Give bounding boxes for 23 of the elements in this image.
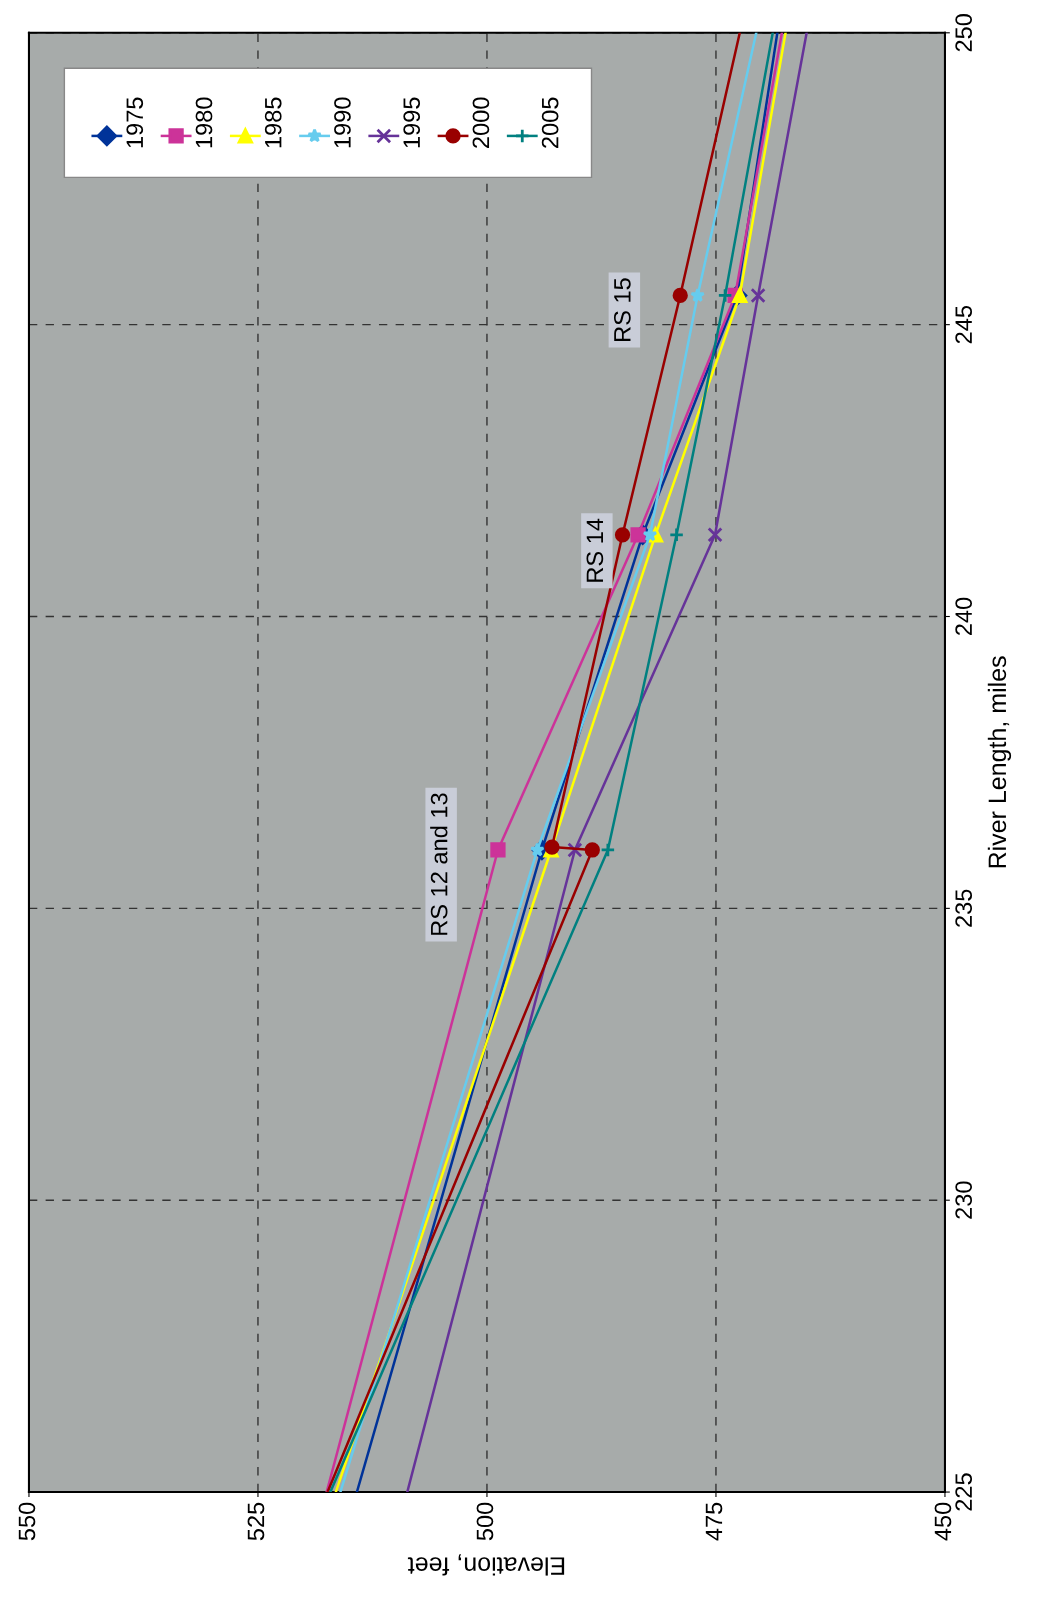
y-axis-title: River Length, miles: [987, 656, 1012, 868]
legend-label: 1985: [264, 97, 282, 148]
annotation: RS 14: [586, 518, 604, 582]
x-axis-title: Elevation, feet: [407, 1554, 565, 1576]
legend-label: 1975: [126, 97, 144, 148]
legend-label: 1980: [195, 97, 213, 148]
x-tick-label: 450: [934, 1502, 952, 1541]
legend-label: 1995: [403, 97, 421, 148]
y-tick-label: 230: [955, 1181, 973, 1219]
x-tick-label: 525: [247, 1502, 265, 1541]
legend-label: 2005: [541, 97, 559, 148]
legend-label: 2000: [472, 97, 490, 148]
legend-label: 1990: [334, 97, 351, 148]
y-tick-label: 250: [955, 14, 973, 52]
y-tick-label: 245: [955, 305, 973, 344]
y-tick-label: 235: [955, 889, 973, 927]
y-tick-label: 225: [955, 1473, 973, 1511]
x-tick-label: 475: [705, 1502, 723, 1541]
annotation: RS 15: [613, 278, 631, 341]
y-tick-label: 240: [955, 597, 973, 636]
x-tick-label: 500: [476, 1502, 494, 1541]
x-tick-label: 550: [18, 1502, 36, 1541]
annotation: RS 12 and 13: [430, 793, 448, 935]
